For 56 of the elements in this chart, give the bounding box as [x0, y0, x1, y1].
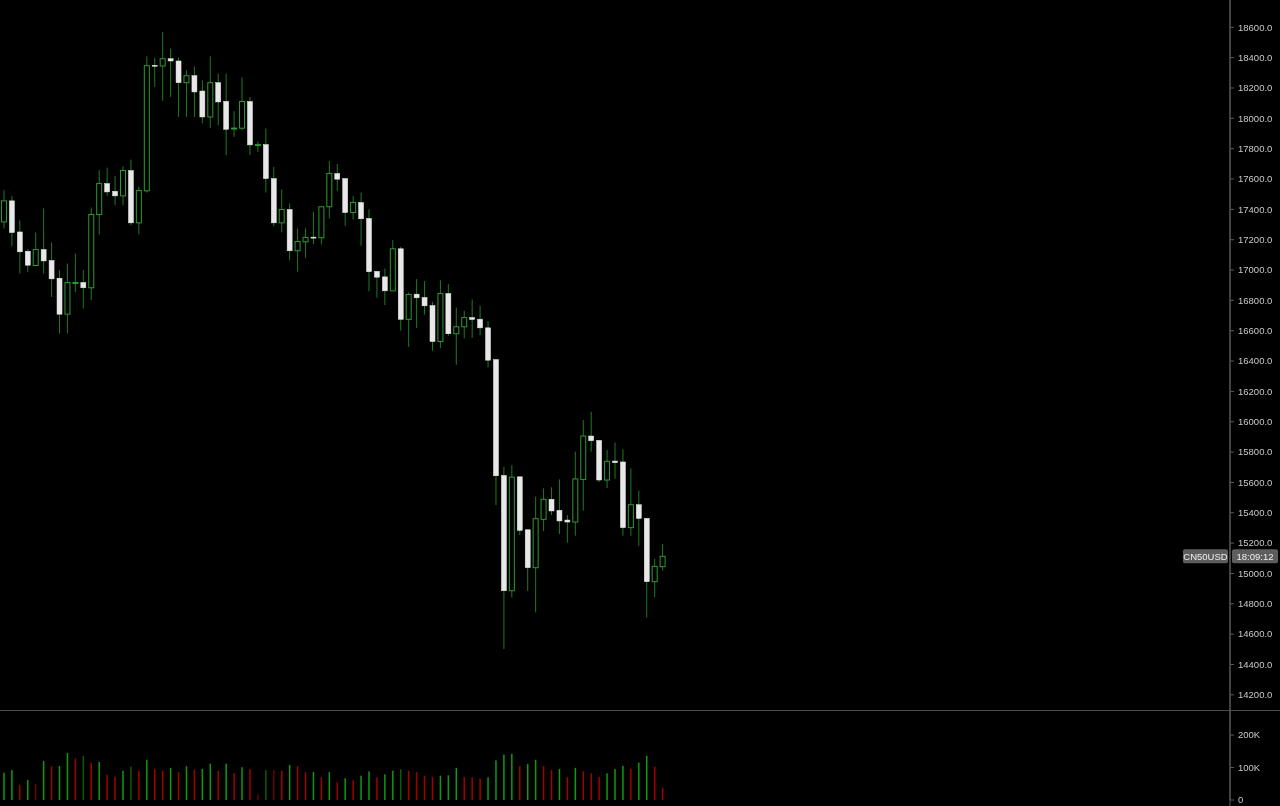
y-tick-label: 100K — [1238, 761, 1261, 773]
candlestick — [588, 411, 594, 453]
candlestick — [350, 195, 357, 221]
candlestick — [636, 490, 642, 547]
y-tick-label: 16600.0 — [1238, 325, 1273, 337]
candlestick — [25, 248, 31, 273]
annotation: CN50USD — [1183, 550, 1228, 562]
candlestick — [231, 110, 238, 138]
y-tick-label: 16200.0 — [1238, 385, 1273, 397]
candlestick — [278, 188, 285, 233]
candlestick — [382, 268, 388, 306]
y-tick-label: 14400.0 — [1238, 658, 1273, 670]
y-tick-label: 16800.0 — [1238, 294, 1273, 306]
candlestick — [159, 31, 166, 102]
y-tick-label: 0 — [1238, 794, 1244, 806]
candlestick — [612, 442, 618, 480]
candlestick — [183, 69, 190, 118]
candlestick — [310, 211, 317, 245]
candlestick — [112, 175, 118, 206]
y-tick-label: 17800.0 — [1238, 143, 1273, 154]
candlestick — [461, 310, 468, 339]
candlestick — [358, 192, 364, 247]
y-tick-label: 16400.0 — [1238, 355, 1273, 367]
y-tick-label: 15800.0 — [1238, 446, 1273, 458]
candlestick — [334, 163, 341, 192]
y-tick-label: 14600.0 — [1238, 628, 1273, 640]
y-tick-label: 14200.0 — [1238, 689, 1273, 701]
candlestick — [604, 449, 611, 489]
candlestick — [17, 219, 23, 275]
y-tick-label: 15200.0 — [1238, 537, 1273, 549]
y-tick-label: 18200.0 — [1238, 82, 1273, 94]
y-tick-label: 17600.0 — [1238, 173, 1273, 185]
y-tick-label: 18600.0 — [1238, 21, 1273, 33]
y-tick-label: 15400.0 — [1238, 507, 1273, 519]
candlestick — [453, 307, 460, 366]
candlestick — [627, 467, 634, 537]
y-tick-label: 16000.0 — [1238, 416, 1273, 428]
y-tick-label: 18400.0 — [1238, 51, 1273, 63]
y-tick-label: 14800.0 — [1238, 598, 1273, 610]
y-tick-label: 17200.0 — [1238, 234, 1273, 246]
y-tick-label: 17000.0 — [1238, 264, 1273, 276]
text: 18:09:12 — [1236, 550, 1274, 562]
y-tick-label: 15000.0 — [1238, 567, 1273, 579]
candlestick — [151, 57, 158, 88]
y-tick-label: 15600.0 — [1238, 476, 1273, 488]
candlestick — [477, 305, 483, 336]
candlestick — [80, 269, 87, 310]
candlestick — [215, 73, 221, 126]
y-tick-label: 200K — [1238, 729, 1261, 741]
candlestick — [374, 270, 380, 299]
y-tick-label: 17400.0 — [1238, 203, 1273, 215]
candlestick — [254, 141, 261, 153]
candlestick — [32, 232, 39, 267]
candlestick — [104, 167, 110, 197]
candlestick — [469, 298, 475, 339]
y-tick-label: 18000.0 — [1238, 112, 1273, 124]
